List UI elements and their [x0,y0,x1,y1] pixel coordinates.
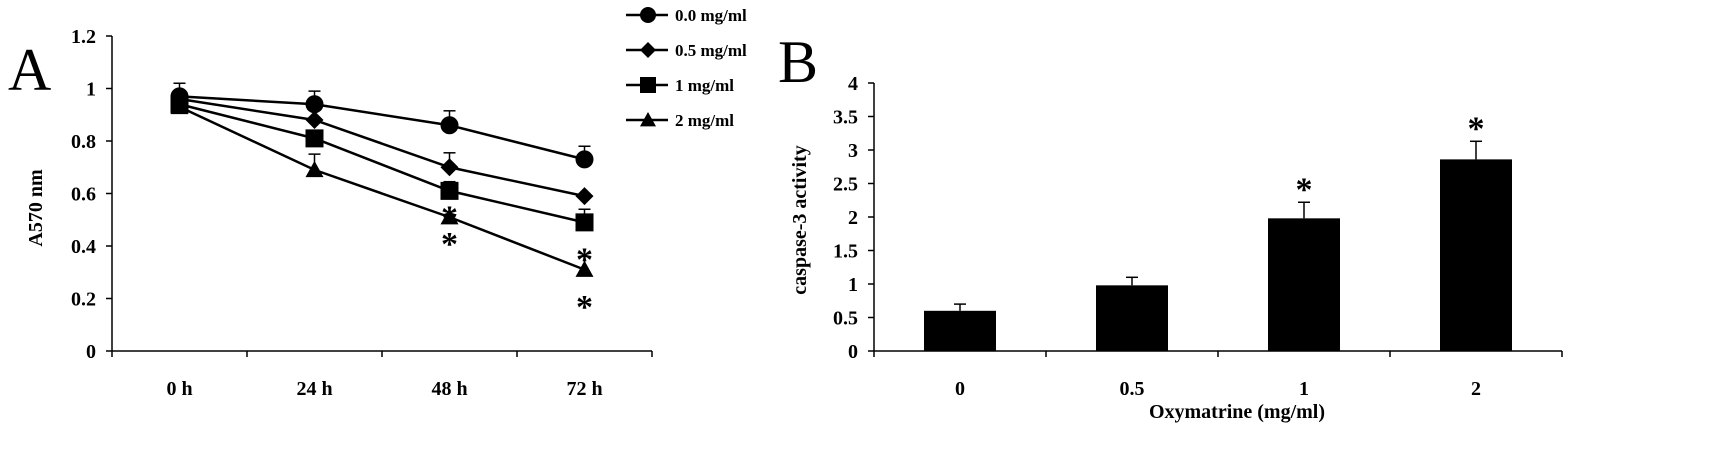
panel-a-y-tick-label: 1.2 [71,26,96,48]
panel-b-x-tick-label: 1 [1299,378,1309,400]
panel-b-y-tick-label: 3.5 [833,107,858,129]
panel-a-legend-entry: 0.5 mg/ml [626,41,747,60]
panel-a-legend-entry: 0.0 mg/ml [626,6,747,25]
panel-a-legend-entry: 1 mg/ml [626,76,734,95]
panel-a-data-point [575,187,594,206]
panel-b-x-axis-title: Oxymatrine (mg/ml) [1149,401,1325,423]
panel-a-x-tick-label: 48 h [431,378,467,400]
panel-a-legend-marker [640,77,656,93]
panel-b-y-tick-label: 3 [848,140,858,162]
panel-a-series [170,82,594,277]
panel-a-series-line [179,95,585,161]
panel-b-bar [924,310,996,351]
panel-a-series-line [179,97,585,198]
panel-b-y-axis-title: caspase-3 activity [789,145,811,294]
panel-b-bar-group: * [1268,171,1340,351]
panel-a-legend-entry: 2 mg/ml [626,111,734,130]
panel-a-legend-label: 0.5 mg/ml [675,41,747,60]
panel-b-y-tick-label: 2 [848,207,858,229]
panel-a-data-point [575,260,594,277]
panel-a-series-1 [170,90,594,206]
panel-a-legend-label: 2 mg/ml [675,111,734,130]
panel-a-annotations: ** ** [441,200,593,326]
panel-b-bar-group: * [1440,110,1512,351]
panel-a-data-point [305,160,324,178]
panel-b-bar [1096,285,1168,351]
panel-b-significance-star: * [1468,110,1485,147]
panel-b-y-tick-label: 2.5 [833,174,858,196]
panel-a-series-line [179,103,585,224]
panel-a-legend-label: 0.0 mg/ml [675,6,747,25]
panel-b-letter: B [778,29,818,95]
panel-a-data-point [170,97,189,115]
panel-a-y-tick-label: 0 [86,341,96,363]
panel-a-x-tick-label: 24 h [296,378,332,400]
panel-a-legend-marker [640,42,656,58]
panel-a-legend: 0.0 mg/ml 0.5 mg/ml 1 mg/ml 2 mg/ml [626,6,747,130]
panel-b-bar [1440,159,1512,351]
panel-a-legend-marker [640,112,656,127]
panel-a-legend-marker [640,7,656,23]
panel-b-bar-group [924,303,996,351]
panel-a-data-point [440,116,459,135]
panel-a-letter: A [8,37,51,103]
panel-a-x-tick-label: 72 h [566,378,602,400]
panel-a-y-tick-label: 0.4 [71,236,96,258]
panel-a-data-point [575,150,594,169]
panel-a-data-point [440,208,459,225]
panel-a-data-point [440,181,459,200]
panel-b-x-tick-label: 0 [955,378,965,400]
panel-a-data-point [305,95,324,114]
panel-a-y-tick-label: 0.6 [71,184,96,206]
panel-b-y-tick-label: 1.5 [833,241,858,263]
panel-a-line-chart: A A570 nm 0 0.2 0.4 0.6 0.8 1 1.2 0 h 24 h 48 h 72… [8,6,747,400]
panel-a-y-tick-label: 0.8 [71,131,96,153]
panel-a-series-0 [170,82,594,169]
panel-b-x-tick-label: 2 [1471,378,1481,400]
panel-b-x-tick-label: 0.5 [1120,378,1145,400]
panel-a-legend-label: 1 mg/ml [675,76,734,95]
panel-a-y-tick-label: 1 [86,79,96,101]
panel-a-y-axis-title: A570 nm [25,169,47,247]
panel-a-series-line [178,105,585,271]
panel-a-data-point [575,213,594,232]
panel-b-y-tick-label: 4 [848,73,858,95]
panel-a-significance-star: * [576,242,593,279]
panel-a-data-point [305,129,324,148]
panel-b-bar [1268,218,1340,351]
panel-b-y-tick-label: 1 [848,274,858,296]
panel-b-y-tick-label: 0.5 [833,308,858,330]
panel-a-axes: 0 0.2 0.4 0.6 0.8 1 1.2 0 h 24 h 48 h 72 h [71,26,653,400]
panel-b-bar-group [1096,276,1168,351]
panel-a-significance-star: * [576,289,593,326]
panel-a-x-tick-label: 0 h [166,378,192,400]
panel-a-significance-star: * [441,200,458,237]
panel-a-series-3 [170,97,594,277]
panel-b-bar-chart: B caspase-3 activity Oxymatrine (mg/ml) … [778,29,1563,423]
panel-a-data-point [305,111,324,129]
panel-b-y-tick-label: 0 [848,341,858,363]
panel-a-data-point [440,158,459,177]
panel-b-bars: ** [924,110,1512,351]
panel-b-significance-star: * [1296,171,1313,208]
panel-a-y-tick-label: 0.2 [71,289,96,311]
panel-a-significance-star: * [441,226,458,263]
